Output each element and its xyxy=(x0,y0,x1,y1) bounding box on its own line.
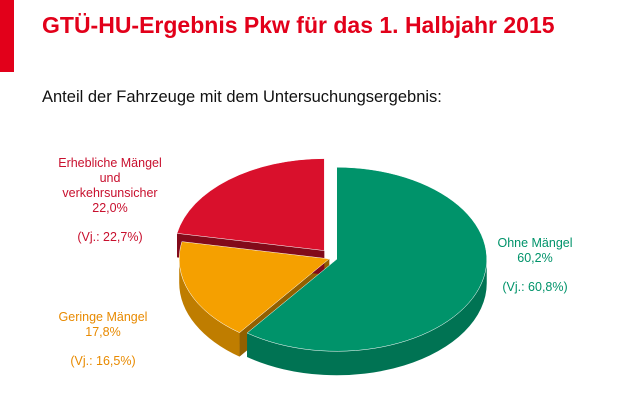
previous-label: (Vj.: 22,7%) xyxy=(77,230,143,244)
accent-bar xyxy=(0,0,14,72)
category-label: Geringe Mängel xyxy=(58,310,148,324)
value-label: 60,2% xyxy=(517,251,553,265)
value-label: 17,8% xyxy=(85,325,121,339)
chart-title: GTÜ-HU-Ergebnis Pkw für das 1. Halbjahr … xyxy=(42,12,555,38)
category-label: Erhebliche Mängel und verkehrsunsicher xyxy=(58,156,162,200)
category-label: Ohne Mängel xyxy=(497,236,573,250)
slice xyxy=(176,158,325,251)
slice xyxy=(178,241,330,333)
value-label: 22,0% xyxy=(92,201,128,215)
slice-label: Ohne Mängel 60,2% (Vj.: 60,8%) xyxy=(497,236,572,295)
slice-label: Geringe Mängel 17,8% (Vj.: 16,5%) xyxy=(59,310,148,369)
previous-label: (Vj.: 60,8%) xyxy=(502,280,568,294)
slice xyxy=(246,167,487,352)
slice-label: Erhebliche Mängel und verkehrsunsicher 22… xyxy=(58,156,162,245)
slice-side xyxy=(179,258,240,357)
slice-side xyxy=(247,259,487,376)
chart-subtitle: Anteil der Fahrzeuge mit dem Untersuchun… xyxy=(42,88,442,106)
previous-label: (Vj.: 16,5%) xyxy=(70,354,136,368)
